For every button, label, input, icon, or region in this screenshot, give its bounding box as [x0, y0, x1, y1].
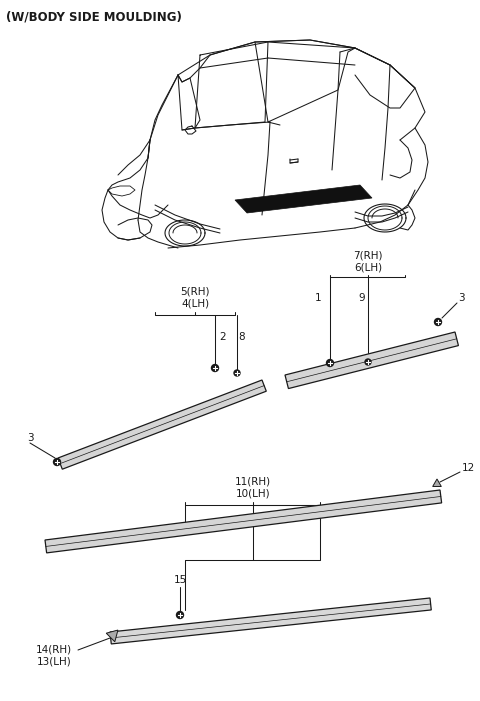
Polygon shape — [432, 479, 441, 486]
Text: 2: 2 — [220, 332, 226, 342]
Text: 1: 1 — [315, 293, 321, 303]
Text: (W/BODY SIDE MOULDING): (W/BODY SIDE MOULDING) — [6, 10, 182, 23]
Polygon shape — [110, 598, 431, 644]
Text: 5(RH)
4(LH): 5(RH) 4(LH) — [180, 287, 210, 308]
Polygon shape — [58, 380, 266, 469]
Circle shape — [234, 370, 240, 376]
Text: 9: 9 — [359, 293, 365, 303]
Text: 12: 12 — [462, 463, 475, 473]
Text: 8: 8 — [239, 332, 245, 342]
Circle shape — [434, 318, 442, 325]
Polygon shape — [45, 490, 442, 553]
Polygon shape — [235, 185, 372, 213]
Text: 7(RH)
6(LH): 7(RH) 6(LH) — [353, 250, 383, 272]
Text: 11(RH)
10(LH): 11(RH) 10(LH) — [235, 477, 271, 498]
Circle shape — [53, 458, 60, 465]
Text: 15: 15 — [173, 575, 187, 585]
Text: 14(RH)
13(LH): 14(RH) 13(LH) — [36, 645, 72, 667]
Circle shape — [177, 611, 183, 618]
Polygon shape — [285, 332, 458, 388]
Text: 3: 3 — [458, 293, 465, 303]
Polygon shape — [106, 630, 118, 641]
Circle shape — [326, 360, 334, 367]
Circle shape — [365, 359, 371, 365]
Circle shape — [212, 365, 218, 372]
Text: 3: 3 — [27, 433, 33, 443]
